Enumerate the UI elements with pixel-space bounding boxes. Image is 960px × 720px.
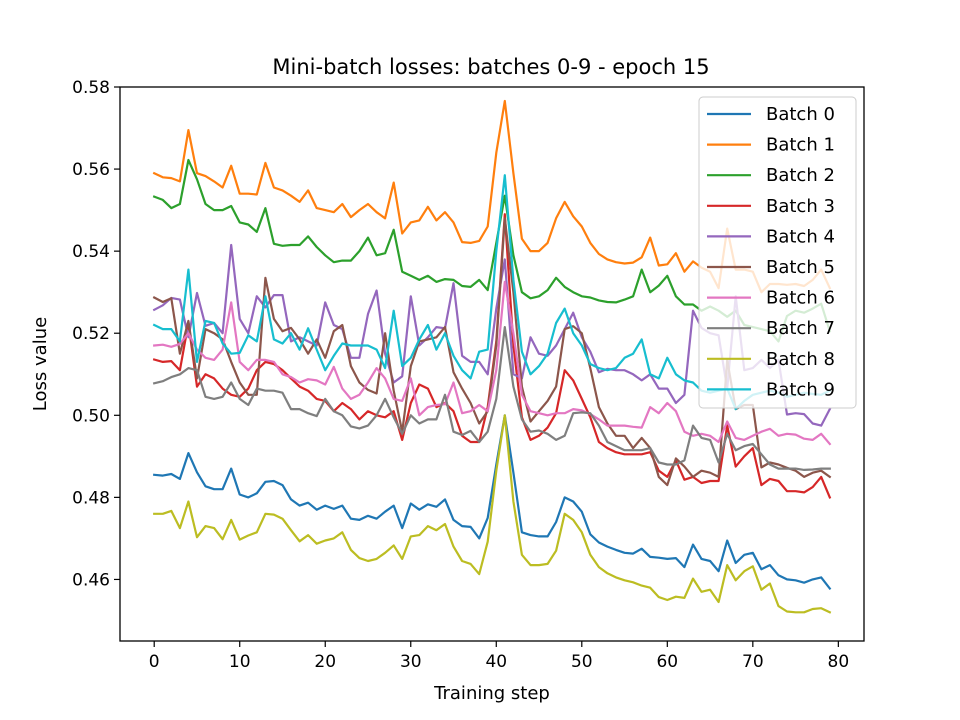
- legend: Batch 0 Batch 1 Batch 2 Batch 3 Batch 4 Batch…: [698, 96, 857, 409]
- x-axis: 0 10 20 30 40 50 60 70 80: [149, 641, 849, 672]
- y-axis-label: Loss value: [30, 317, 51, 411]
- chart-title: Mini-batch losses: batches 0-9 - epoch 1…: [272, 55, 709, 79]
- x-axis-label: Training step: [433, 683, 550, 704]
- y-tick-label: 0.46: [72, 570, 110, 590]
- x-tick-label: 40: [485, 652, 507, 672]
- x-tick-label: 50: [571, 652, 593, 672]
- y-tick-label: 0.52: [72, 324, 110, 344]
- legend-label-batch-7: Batch 7: [766, 318, 835, 339]
- legend-label-batch-4: Batch 4: [766, 226, 835, 247]
- y-axis: 0.46 0.48 0.50 0.52 0.54 0.56 0.58: [72, 78, 120, 590]
- series-line-batch-0: [153, 414, 832, 591]
- x-tick-label: 10: [229, 652, 251, 672]
- legend-label-batch-9: Batch 9: [766, 379, 835, 400]
- y-tick-label: 0.50: [72, 406, 110, 426]
- series-line-batch-6: [153, 280, 832, 446]
- x-tick-label: 70: [742, 652, 764, 672]
- legend-label-batch-2: Batch 2: [766, 165, 835, 186]
- x-tick-label: 30: [400, 652, 422, 672]
- x-tick-label: 80: [828, 652, 850, 672]
- series-line-batch-5: [152, 217, 832, 487]
- legend-label-batch-3: Batch 3: [766, 196, 835, 217]
- legend-label-batch-0: Batch 0: [766, 104, 835, 125]
- legend-label-batch-5: Batch 5: [766, 257, 835, 278]
- legend-label-batch-8: Batch 8: [766, 349, 835, 370]
- series-line-batch-8: [153, 414, 832, 614]
- legend-label-batch-6: Batch 6: [766, 288, 835, 309]
- plot-frame: [119, 86, 865, 642]
- x-tick-label: 0: [149, 652, 160, 672]
- y-tick-label: 0.58: [72, 78, 110, 98]
- x-tick-label: 60: [656, 652, 678, 672]
- series-line-batch-7: [152, 326, 831, 471]
- y-tick-label: 0.54: [72, 242, 110, 262]
- y-tick-label: 0.48: [72, 488, 110, 508]
- legend-label-batch-1: Batch 1: [766, 135, 835, 156]
- y-tick-label: 0.56: [72, 160, 110, 180]
- x-tick-label: 20: [314, 652, 336, 672]
